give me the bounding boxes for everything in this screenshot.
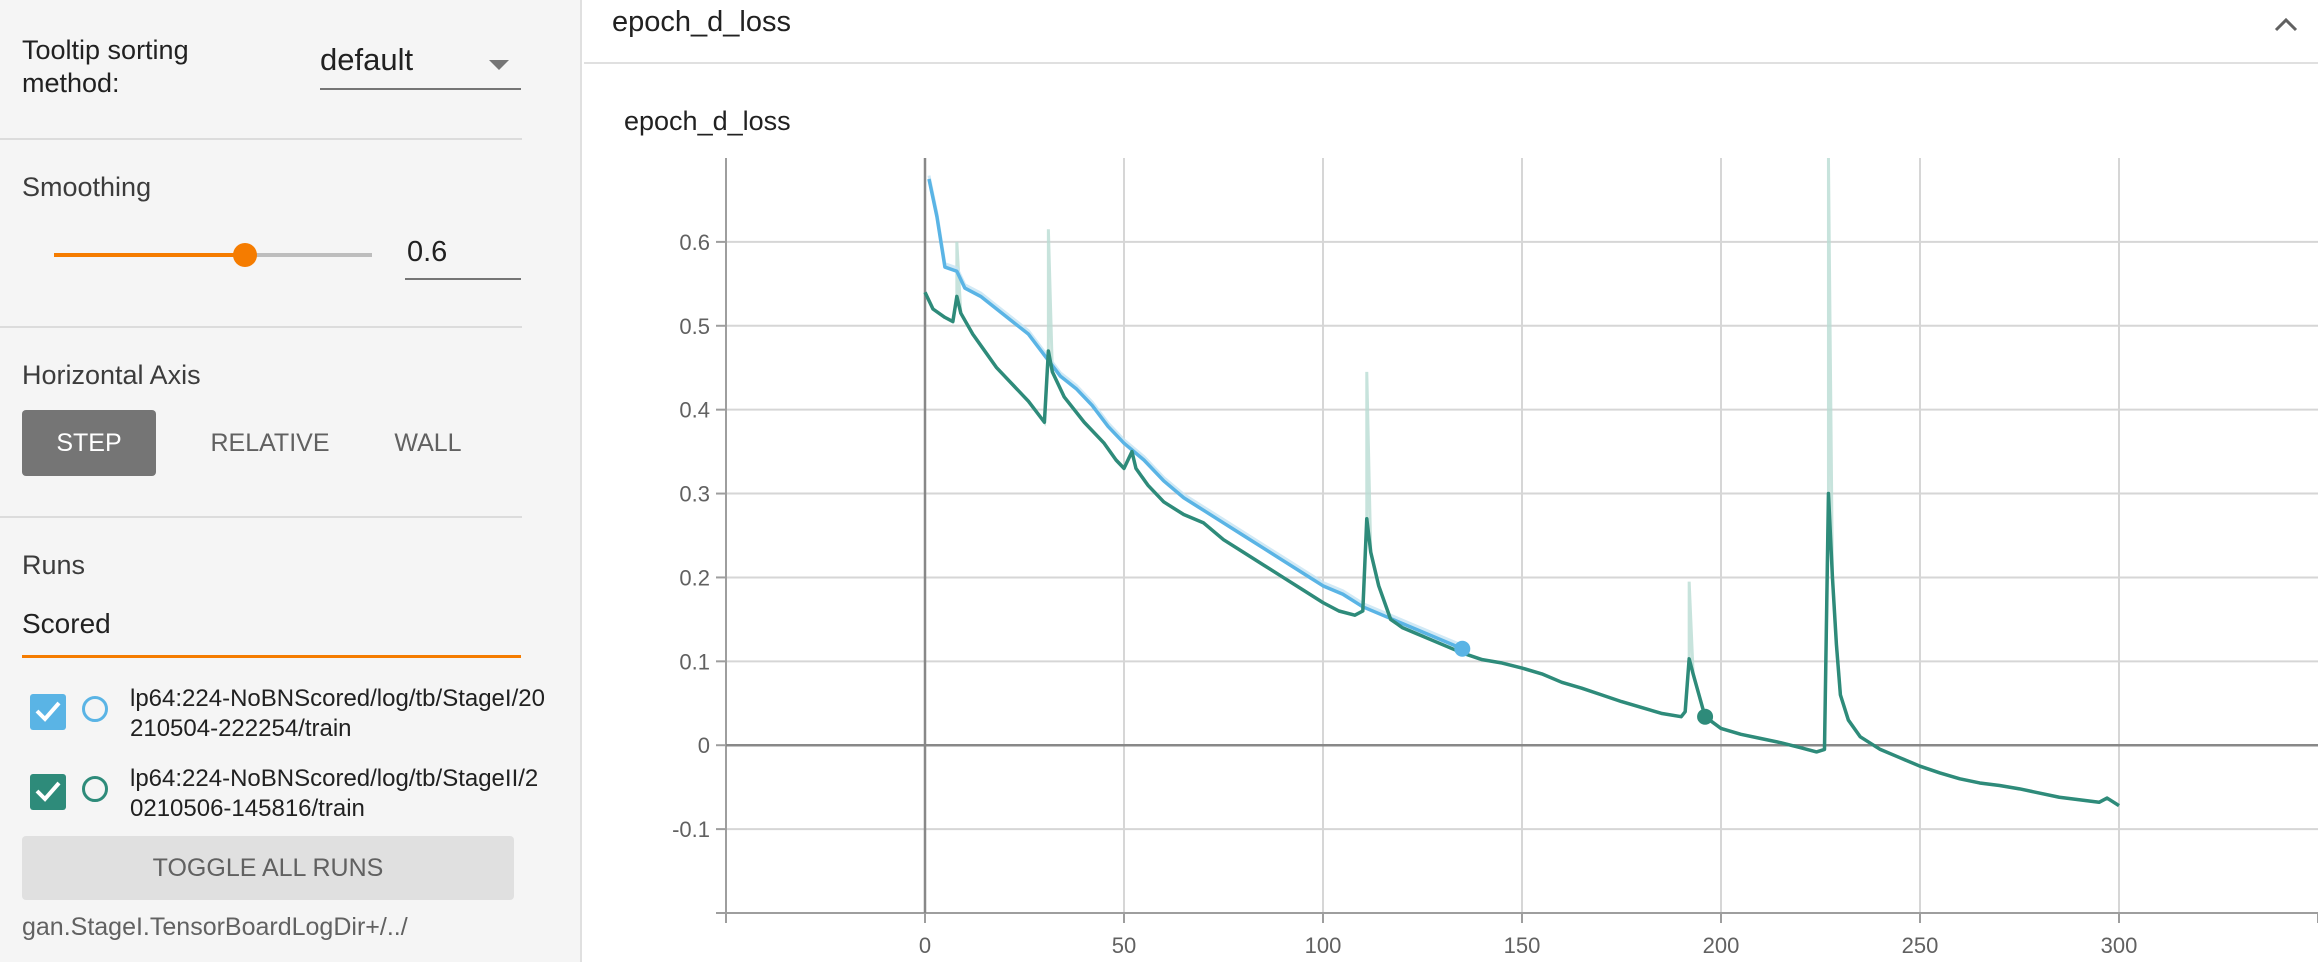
y-tick-label: 0 bbox=[698, 733, 710, 758]
card-title: epoch_d_loss bbox=[612, 6, 791, 38]
tooltip-sorting-label: Tooltip sorting method: bbox=[22, 35, 189, 98]
y-tick-label: -0.1 bbox=[672, 817, 710, 842]
x-tick-label: 300 bbox=[2101, 933, 2138, 958]
raw-series-line bbox=[927, 175, 1463, 647]
chart-title: epoch_d_loss bbox=[624, 106, 791, 136]
slider-track-filled bbox=[54, 253, 245, 257]
run-color-picker[interactable] bbox=[82, 776, 108, 802]
y-tick-label: 0.5 bbox=[679, 314, 710, 339]
toggle-all-runs-button[interactable]: TOGGLE ALL RUNS bbox=[22, 836, 514, 900]
divider bbox=[0, 326, 522, 328]
y-tick-label: 0.2 bbox=[679, 565, 710, 590]
smoothing-input[interactable]: 0.6 bbox=[405, 236, 521, 280]
run-item: lp64:224-NoBNScored/log/tb/StageI/202105… bbox=[22, 684, 545, 754]
loss-chart[interactable]: 0 50 100 150 200 250 300 -0.1 0 0.1 0.2 0.3 0.4 0.5 0.… bbox=[584, 140, 2318, 962]
tooltip-sorting-select[interactable]: default bbox=[320, 42, 521, 90]
slider-thumb[interactable] bbox=[232, 243, 257, 267]
axis-wall-button[interactable]: WALL bbox=[394, 429, 462, 457]
chart-ticks: 0 50 100 150 200 250 300 -0.1 0 0.1 0.2 0.3 0.4 0.5 0.… bbox=[672, 230, 2318, 958]
y-tick-label: 0.6 bbox=[679, 230, 710, 255]
axis-step-button[interactable]: STEP bbox=[22, 410, 156, 476]
y-tick-label: 0.3 bbox=[679, 482, 710, 507]
check-icon bbox=[35, 781, 61, 802]
runs-title: Runs bbox=[22, 550, 86, 580]
axis-relative-button[interactable]: RELATIVE bbox=[210, 429, 330, 457]
x-tick-label: 150 bbox=[1504, 933, 1541, 958]
x-tick-label: 0 bbox=[919, 933, 931, 958]
y-tick-label: 0.4 bbox=[679, 398, 710, 423]
x-tick-label: 100 bbox=[1305, 933, 1342, 958]
slider-track bbox=[244, 253, 372, 257]
settings-sidebar: Tooltip sorting method: default Smoothin… bbox=[0, 0, 582, 962]
y-tick-label: 0.1 bbox=[679, 649, 710, 674]
x-tick-label: 250 bbox=[1902, 933, 1939, 958]
series-line-0 bbox=[927, 178, 1463, 651]
dropdown-caret-icon bbox=[489, 60, 509, 70]
smoothing-title: Smoothing bbox=[22, 172, 152, 202]
series-end-marker bbox=[1697, 708, 1714, 725]
run-checkbox[interactable] bbox=[30, 774, 66, 810]
divider bbox=[0, 516, 522, 518]
tooltip-sorting-value: default bbox=[320, 42, 414, 77]
x-tick-label: 50 bbox=[1112, 933, 1136, 958]
run-label: lp64:224-NoBNScored/log/tb/StageI/202105… bbox=[130, 685, 545, 742]
chart-markers bbox=[1454, 640, 1714, 725]
chevron-up-icon[interactable] bbox=[2268, 8, 2304, 44]
run-item: lp64:224-NoBNScored/log/tb/StageII/20210… bbox=[22, 764, 542, 834]
log-directory-text: gan.StageI.TensorBoardLogDir+/../ bbox=[22, 913, 408, 941]
card-header[interactable]: epoch_d_loss bbox=[584, 0, 2318, 64]
series-line-1 bbox=[923, 291, 2120, 808]
smoothing-slider[interactable] bbox=[50, 240, 375, 270]
run-checkbox[interactable] bbox=[30, 694, 66, 730]
horizontal-axis-title: Horizontal Axis bbox=[22, 360, 201, 390]
check-icon bbox=[35, 701, 61, 722]
divider bbox=[0, 138, 522, 140]
runs-filter-input[interactable]: Scored bbox=[22, 608, 521, 658]
chart-series bbox=[923, 178, 2120, 808]
run-color-picker[interactable] bbox=[82, 696, 108, 722]
series-end-marker bbox=[1454, 640, 1471, 657]
x-tick-label: 200 bbox=[1703, 933, 1740, 958]
run-label: lp64:224-NoBNScored/log/tb/StageII/20210… bbox=[130, 765, 539, 822]
